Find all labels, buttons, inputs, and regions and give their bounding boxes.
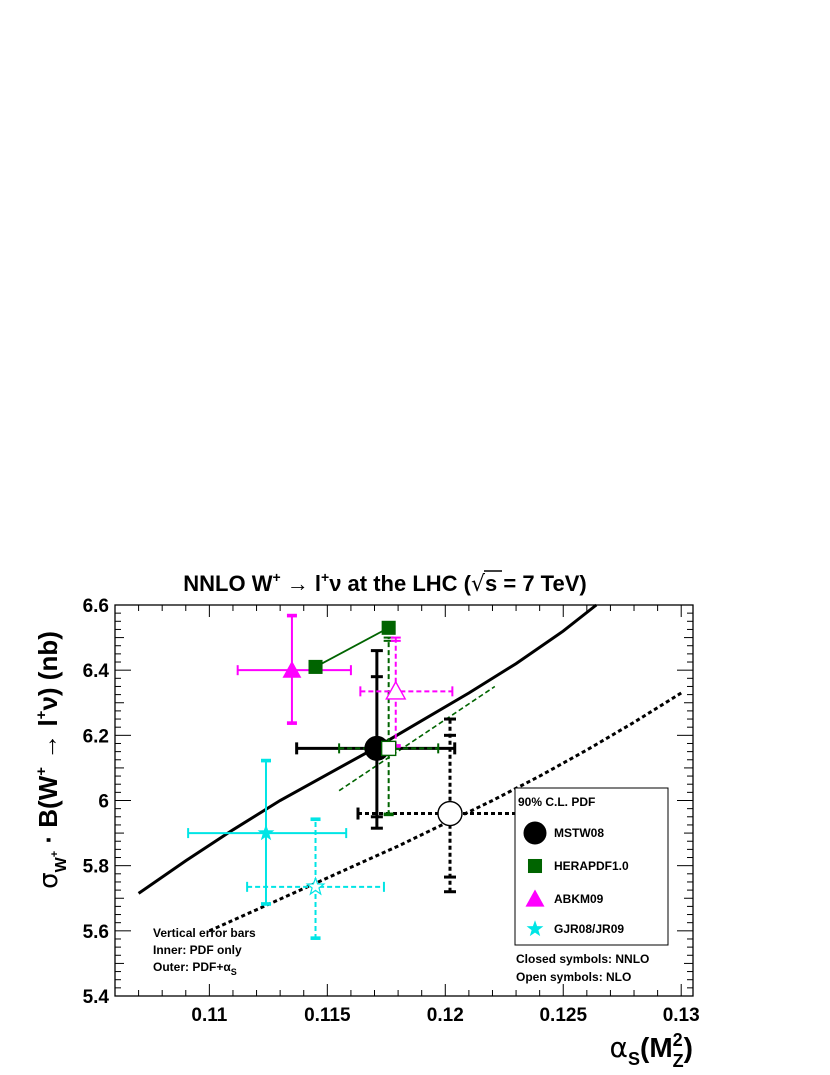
note-right-1: Closed symbols: NNLO <box>516 952 649 966</box>
title-suffix: ν at the LHC ( <box>329 571 471 596</box>
x-tick-label: 0.115 <box>304 1005 351 1026</box>
xlabel-end: ) <box>684 1032 693 1063</box>
note-left-3: Outer: PDF+αS <box>153 960 237 977</box>
legend-marker-abkm09 <box>525 889 545 907</box>
title-sqrt-part: s = 7 TeV) <box>485 571 587 596</box>
markers <box>257 620 463 896</box>
axis-tick-labels: 0.11 0.115 0.12 0.125 0.13 5.4 5.6 5.8 6 6.2 6.4 6.… <box>83 596 700 1026</box>
legend-label: GJR08/JR09 <box>554 922 624 936</box>
title-arrow: → l <box>281 571 321 596</box>
legend-header: 90% C.L. PDF <box>518 795 595 809</box>
title-sup-2: + <box>321 569 329 585</box>
ylabel-arrow: → l <box>33 719 63 767</box>
ylabel-subsup: + <box>49 851 61 857</box>
x-tick-label: 0.11 <box>191 1005 227 1026</box>
legend-label: HERAPDF1.0 <box>554 859 629 873</box>
y-axis-label: σW+ · B(W+ → l+ν) (nb) <box>33 631 70 889</box>
y-tick-label: 5.8 <box>83 857 109 878</box>
ylabel-sigma: σ <box>34 872 64 888</box>
xlabel-mid: (M <box>640 1032 673 1063</box>
legend-marker-gjr08-jr09 <box>526 920 544 937</box>
title-sqrt-sign: √ <box>471 572 486 597</box>
x-tick-label: 0.13 <box>663 1005 700 1026</box>
y-tick-label: 6.4 <box>83 661 110 682</box>
ylabel-sub: W <box>53 856 70 872</box>
y-tick-label: 5.6 <box>83 922 109 943</box>
mstw08-nlo-marker <box>437 800 463 827</box>
curve-line <box>315 627 390 668</box>
xlabel-alpha: α <box>610 1031 628 1064</box>
y-tick-label: 6.2 <box>83 726 109 747</box>
abkm09-nlo-marker <box>385 680 407 700</box>
y-tick-label: 6.6 <box>83 596 109 617</box>
abkm09-nnlo-marker <box>282 660 302 678</box>
notes-right: Closed symbols: NNLO Open symbols: NLO <box>516 952 649 984</box>
legend-label: MSTW08 <box>554 826 604 840</box>
curve-line <box>338 685 496 792</box>
x-axis-label: αS(M2 Z) <box>610 1030 693 1071</box>
legend-marker-mstw08 <box>523 821 547 845</box>
xlabel-sub-2: Z <box>673 1051 684 1071</box>
gjr08-jr09-nnlo-marker <box>257 824 275 841</box>
legend-entries: MSTW08 HERAPDF1.0 ABKM09 GJR08/JR09 <box>523 821 629 937</box>
y-tick-label: 6 <box>98 792 109 813</box>
ylabel-main: · B(W <box>33 775 63 851</box>
y-tick-label: 5.4 <box>83 987 110 1008</box>
legend: 90% C.L. PDF MSTW08 HERAPDF1.0 ABKM09 GJR08… <box>514 787 669 946</box>
note-left-2: Inner: PDF only <box>153 943 242 957</box>
herapdf1-0-nnlo-marker <box>381 620 396 635</box>
chart-title: NNLO W+ → l+ν at the LHC (√s = 7 TeV) <box>183 569 586 597</box>
axis-ticks <box>114 604 693 997</box>
error-bars <box>187 613 546 940</box>
legend-label: ABKM09 <box>554 892 604 906</box>
ylabel-sup-1: + <box>33 767 50 776</box>
title-prefix: NNLO W <box>183 571 272 596</box>
ylabel-tail: ν) (nb) <box>33 631 63 710</box>
gjr08-jr09-nlo-marker <box>305 876 326 896</box>
xlabel-sub-1: S <box>628 1049 640 1069</box>
note-left-3-sub: S <box>231 967 237 977</box>
note-right-2: Open symbols: NLO <box>516 970 631 984</box>
x-tick-label: 0.125 <box>539 1005 587 1026</box>
legend-marker-herapdf1-0 <box>527 858 543 874</box>
note-left-1: Vertical error bars <box>153 926 256 940</box>
title-sup-1: + <box>272 569 280 585</box>
herapdf1-0-nnlo-marker <box>308 659 323 674</box>
xlabel-sup: 2 <box>673 1030 683 1050</box>
herapdf1-0-nlo-marker <box>380 740 397 757</box>
note-left-3-main: Outer: PDF+α <box>153 960 231 974</box>
x-tick-label: 0.12 <box>427 1005 464 1026</box>
ylabel-sup-2: + <box>33 710 50 719</box>
notes-left: Vertical error bars Inner: PDF only Oute… <box>153 926 256 977</box>
